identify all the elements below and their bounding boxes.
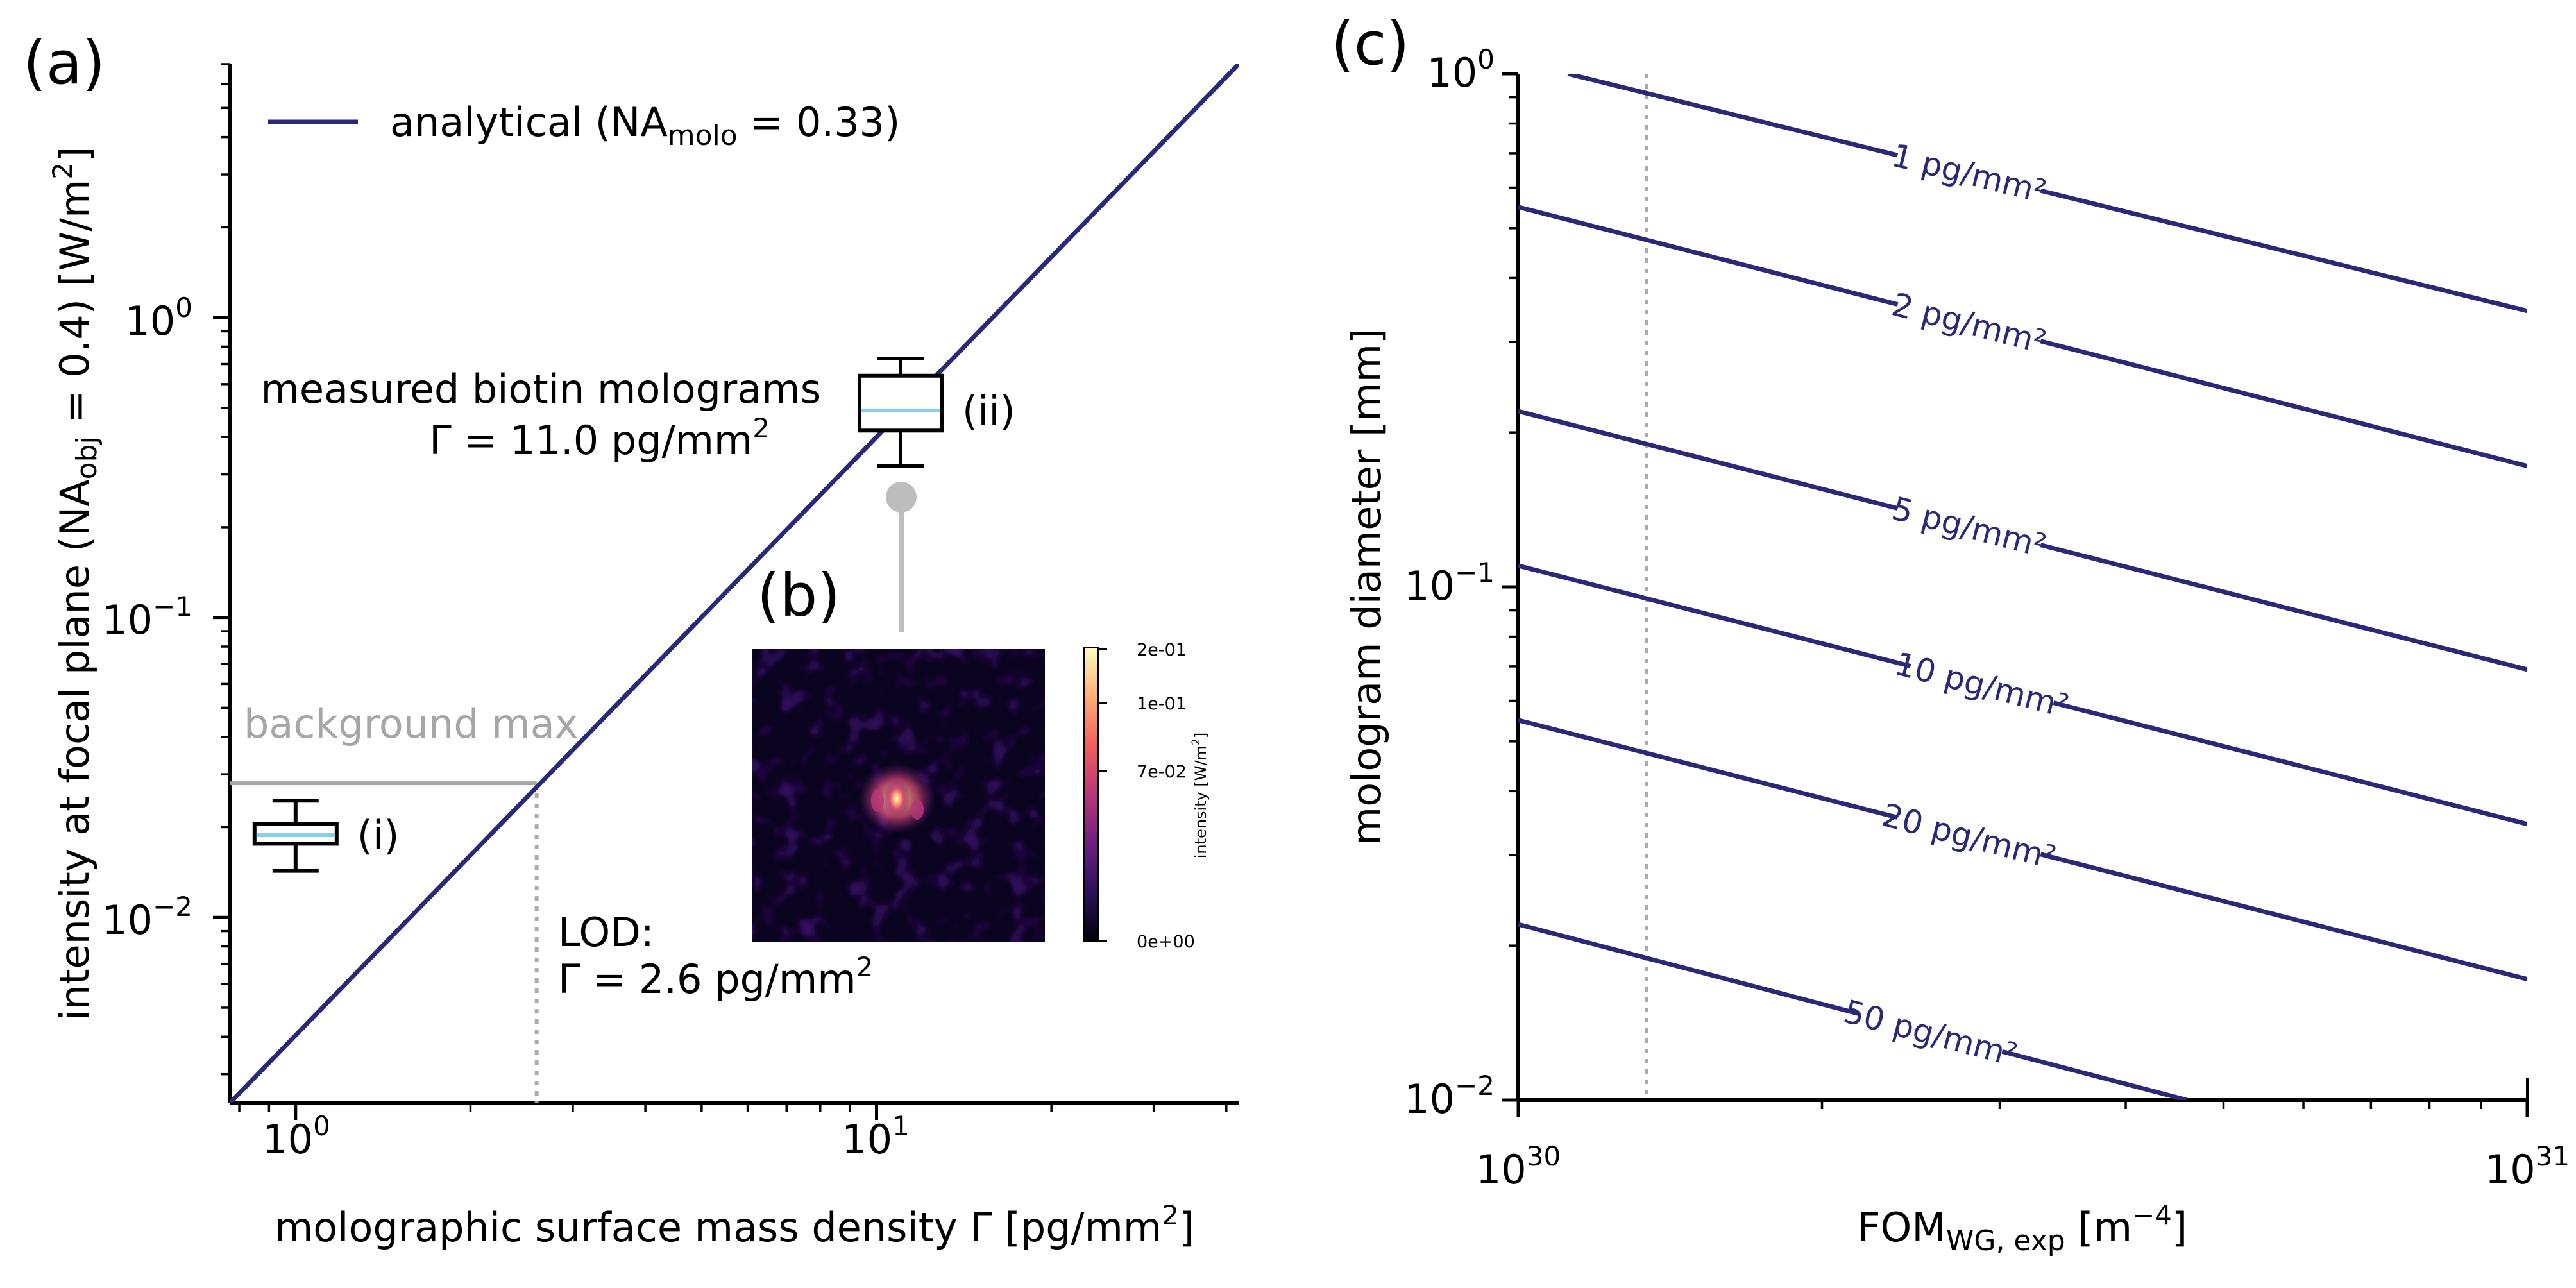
- panel-a: (i) (ii) 100 101 10−2 10−1 100 molographi…: [47, 63, 1239, 1251]
- c-xlabel: FOMWG, exp [m−4]: [1858, 1199, 2187, 1257]
- c-xtick-label-1: 1031: [2485, 1140, 2570, 1193]
- a-xtick-label-0: 100: [262, 1110, 330, 1163]
- b-colorbar: [1083, 647, 1099, 942]
- b-connector-dot: [886, 482, 917, 513]
- b-heatmap-side-right: [911, 799, 924, 820]
- a-series-line-0: [230, 64, 1239, 1103]
- b-colorbar-tick-2: 7e-02: [1137, 762, 1187, 782]
- c-series-line-3-b: [2053, 700, 2527, 827]
- b-colorbar-label: intensity [W/m2]: [1190, 733, 1210, 858]
- b-heatmap-side-left: [871, 789, 884, 812]
- c-series-line-1-b: [2040, 339, 2527, 468]
- a-measured-line1: measured biotin molograms: [260, 366, 821, 412]
- c-series-line-1-a: [1518, 205, 1899, 307]
- a-background-label: background max: [244, 700, 579, 747]
- panel-label-c: (c): [1331, 10, 1409, 78]
- b-heatmap-spot: [884, 779, 910, 818]
- a-lod-line1: LOD:: [558, 909, 654, 956]
- c-ytick-label-0: 10−2: [1404, 1070, 1495, 1123]
- panel-b-inset: 2e-01 1e-01 7e-02 0e+00 intensity [W/m2]: [752, 482, 1210, 952]
- c-series-line-3-a: [1518, 563, 1911, 668]
- b-colorbar-tick-0: 2e-01: [1137, 640, 1187, 660]
- a-lod-line2: Γ = 2.6 pg/mm2: [558, 951, 873, 1003]
- c-series-label-1: 2 pg/mm²: [1888, 286, 2050, 361]
- b-colorbar-tick-1: 1e-01: [1137, 694, 1187, 714]
- a-box-1: (ii): [858, 357, 1015, 468]
- a-xlabel: molographic surface mass density Γ [pg/m…: [275, 1199, 1194, 1251]
- c-series-line-0-b: [2040, 188, 2527, 314]
- a-xtick-label-1: 101: [842, 1110, 910, 1163]
- c-series-label-4: 20 pg/mm²: [1878, 797, 2060, 877]
- a-legend-label: analytical (NAmolo = 0.33): [390, 99, 900, 152]
- panel-label-b: (b): [757, 561, 840, 630]
- c-series-line-2-b: [2040, 543, 2527, 672]
- c-series-label-0: 1 pg/mm²: [1888, 137, 2050, 210]
- c-ytick-label-1: 10−1: [1404, 557, 1495, 609]
- c-series-line-4-b: [2040, 852, 2527, 981]
- panel-label-a: (a): [23, 29, 105, 97]
- a-box-label-0: (i): [357, 812, 400, 859]
- c-series-line-5-b: [2001, 1049, 2188, 1100]
- a-ytick-label-0: 10−2: [102, 891, 192, 944]
- a-ylabel: intensity at focal plane (NAobj = 0.4) […: [47, 147, 103, 1021]
- c-xtick-label-0: 1030: [1476, 1140, 1561, 1193]
- a-ytick-label-2: 100: [124, 292, 192, 344]
- c-series-line-2-a: [1518, 409, 1899, 511]
- a-box-body-1: [858, 373, 944, 433]
- c-series-label-5: 50 pg/mm²: [1840, 993, 2021, 1074]
- c-series-label-3: 10 pg/mm²: [1891, 645, 2072, 725]
- c-series-label-2: 5 pg/mm²: [1888, 490, 2050, 565]
- c-series-line-0-a: [1567, 74, 1899, 158]
- panel-c: 1 pg/mm² 2 pg/mm² 5 pg/mm² 10 pg/mm² 20 pg/m…: [1343, 44, 2570, 1257]
- c-ytick-label-2: 100: [1427, 44, 1495, 96]
- a-box-0: (i): [252, 799, 400, 873]
- a-ytick-label-1: 10−1: [102, 591, 192, 643]
- b-colorbar-tick-3: 0e+00: [1137, 932, 1195, 952]
- c-ylabel: mologram diameter [mm]: [1343, 328, 1390, 845]
- a-box-label-1: (ii): [962, 387, 1015, 434]
- c-series-line-5-a: [1518, 922, 1860, 1017]
- a-measured-line2: Γ = 11.0 pg/mm2: [429, 412, 770, 464]
- c-series-line-4-a: [1518, 718, 1899, 820]
